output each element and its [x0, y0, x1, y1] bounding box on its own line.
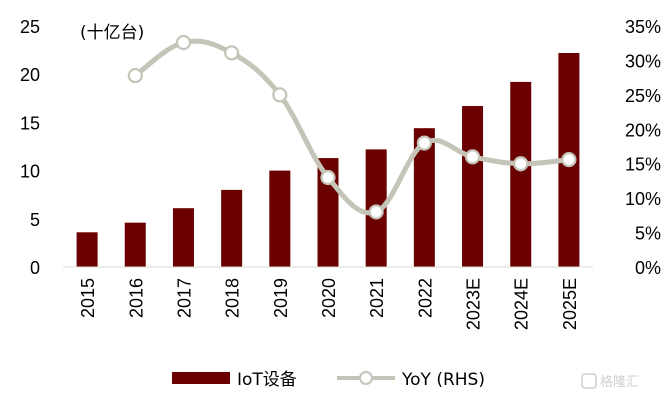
y-right-tick-label: 35%: [625, 17, 661, 37]
watermark-logo-icon: [581, 373, 597, 389]
yoy-point-2017: [175, 34, 192, 51]
y-right-tick-label: 10%: [625, 189, 661, 209]
x-tick-label: 2016: [126, 278, 146, 318]
y-right-tick-label: 25%: [625, 86, 661, 106]
y-left-tick-label: 5: [30, 210, 40, 230]
x-tick-label: 2017: [174, 278, 194, 318]
y-right-tick-label: 15%: [625, 155, 661, 175]
bar-2019: [269, 170, 291, 267]
y-left-tick-label: 20: [20, 65, 40, 85]
legend-label-bar: IoT设备: [237, 370, 297, 390]
x-tick-label: 2024E: [512, 278, 532, 330]
y-right-tick-label: 5%: [635, 224, 661, 244]
bar-2017: [172, 208, 194, 267]
y-axis-right: 0% 5% 10% 15% 20% 25% 30% 35%: [625, 17, 661, 278]
bar-2018: [221, 189, 243, 267]
yoy-point-2018: [224, 45, 240, 61]
yoy-point-2025E: [561, 151, 577, 168]
x-tick-label: 2023E: [464, 278, 484, 330]
yoy-point-2020: [320, 169, 336, 186]
x-axis: 2015 2016 2017 2018 2019 2020 2021 2022 2023E 202…: [78, 278, 580, 330]
y-right-tick-label: 0%: [635, 258, 661, 278]
yoy-point-2022: [416, 135, 432, 151]
legend-label-line: YoY (RHS): [401, 370, 485, 390]
x-tick-label: 2020: [319, 278, 339, 318]
yoy-point-2021: [368, 204, 384, 220]
unit-label: (十亿台): [80, 23, 144, 43]
x-tick-label: 2021: [367, 278, 387, 318]
watermark: 格隆汇: [581, 373, 639, 390]
legend-swatch-bar: [172, 372, 230, 384]
y-left-tick-label: 15: [20, 113, 40, 133]
x-tick-label: 2019: [271, 278, 291, 318]
bar-2015: [76, 232, 98, 267]
yoy-point-2016: [127, 67, 143, 84]
line-series: [127, 34, 577, 220]
yoy-point-2024E: [513, 156, 529, 172]
y-axis-left: 0 5 10 15 20 25: [20, 17, 40, 278]
bar-2023E: [462, 106, 484, 268]
yoy-point-2023E: [464, 149, 481, 165]
yoy-point-2019: [272, 87, 288, 103]
y-left-tick-label: 10: [20, 162, 40, 182]
legend: IoT设备 YoY (RHS): [172, 370, 485, 390]
bar-2022: [413, 128, 435, 267]
x-tick-label: 2018: [223, 278, 243, 318]
legend-swatch-marker: [359, 371, 373, 385]
bar-2024E: [510, 81, 532, 267]
x-tick-label: 2025E: [560, 278, 580, 330]
y-right-tick-label: 30%: [625, 51, 661, 71]
x-tick-label: 2022: [415, 278, 435, 318]
y-right-tick-label: 20%: [625, 120, 661, 140]
y-left-tick-label: 0: [30, 258, 40, 278]
watermark-text: 格隆汇: [600, 374, 639, 390]
y-left-tick-label: 25: [20, 17, 40, 37]
yoy-line: [132, 38, 572, 216]
bar-2016: [124, 222, 146, 267]
x-tick-label: 2015: [78, 278, 98, 318]
